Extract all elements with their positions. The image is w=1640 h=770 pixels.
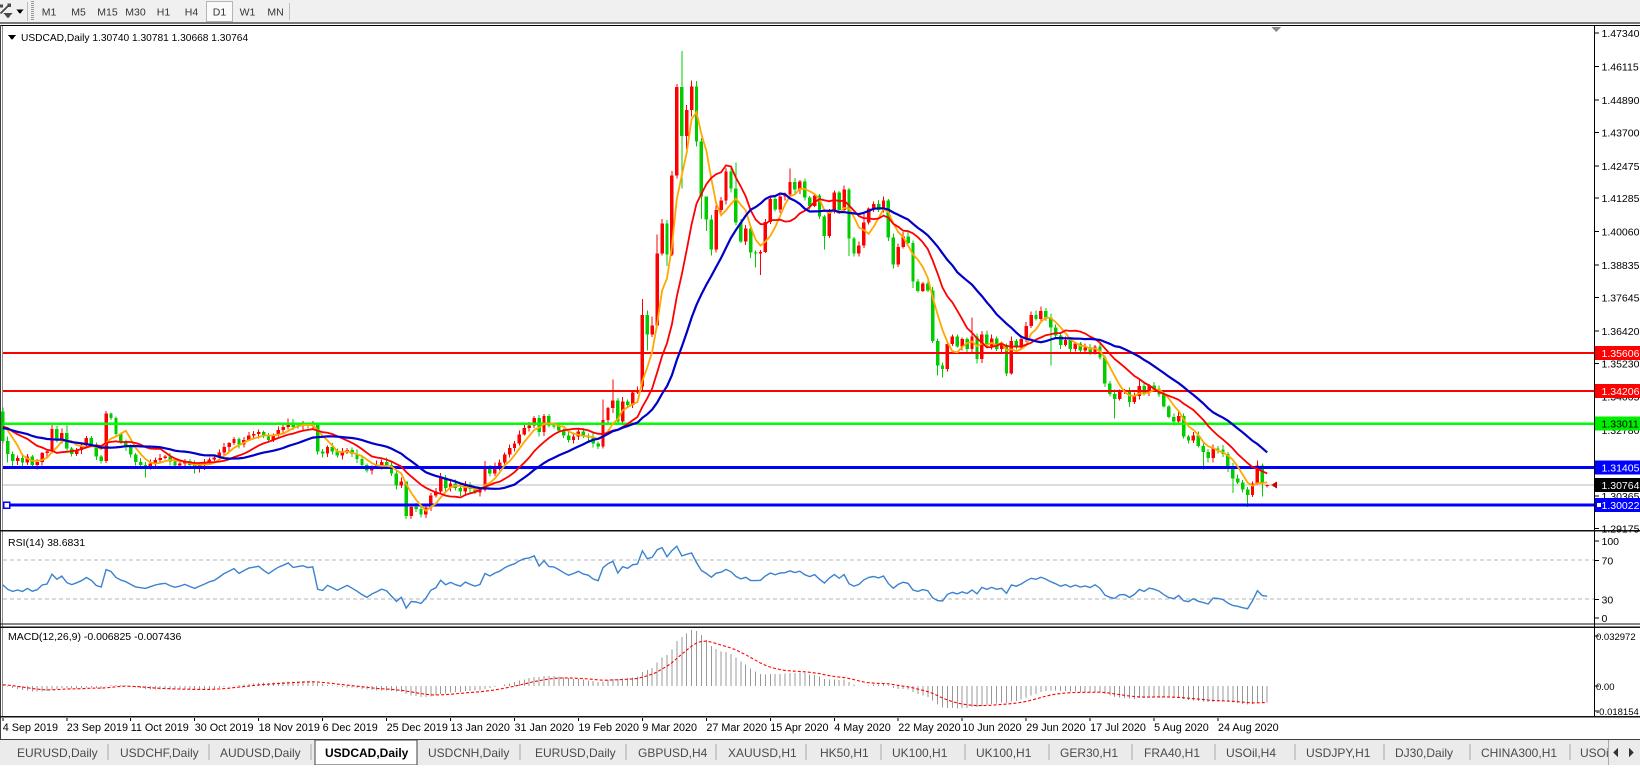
svg-text:24 Aug 2020: 24 Aug 2020 [1218, 722, 1279, 734]
svg-text:1.38835: 1.38835 [1602, 260, 1640, 272]
svg-text:19 Feb 2020: 19 Feb 2020 [578, 722, 639, 734]
svg-text:1.37645: 1.37645 [1602, 292, 1640, 304]
svg-text:27 Mar 2020: 27 Mar 2020 [706, 722, 767, 734]
svg-text:11 Oct 2019: 11 Oct 2019 [131, 722, 189, 734]
svg-text:23 Sep 2019: 23 Sep 2019 [67, 722, 128, 734]
svg-text:18 Nov 2019: 18 Nov 2019 [259, 722, 320, 734]
svg-text:1.47340: 1.47340 [1602, 28, 1640, 40]
svg-text:EURUSD,Daily: EURUSD,Daily [17, 746, 98, 760]
svg-text:100: 100 [1602, 536, 1620, 548]
svg-text:1.35606: 1.35606 [1602, 348, 1640, 360]
svg-text:USOil,H4: USOil,H4 [1226, 746, 1276, 760]
svg-text:M15: M15 [97, 7, 118, 19]
svg-text:USDCAD,Daily 1.30740 1.30781: USDCAD,Daily 1.30740 1.30781 1.30668 1.3… [21, 33, 248, 44]
svg-text:RSI(14) 38.6831: RSI(14) 38.6831 [8, 537, 85, 549]
svg-text:H1: H1 [157, 7, 171, 19]
svg-text:1.30764: 1.30764 [1602, 480, 1640, 492]
svg-text:22 May 2020: 22 May 2020 [898, 722, 960, 734]
svg-text:1.41285: 1.41285 [1602, 193, 1640, 205]
svg-text:GER30,H1: GER30,H1 [1060, 746, 1118, 760]
svg-text:USDCHF,Daily: USDCHF,Daily [120, 746, 199, 760]
svg-text:31 Jan 2020: 31 Jan 2020 [515, 722, 574, 734]
svg-text:HK50,H1: HK50,H1 [820, 746, 869, 760]
svg-text:1.34206: 1.34206 [1602, 386, 1640, 398]
svg-text:CHINA300,H1: CHINA300,H1 [1481, 746, 1557, 760]
svg-text:UK100,H1: UK100,H1 [976, 746, 1032, 760]
svg-text:1.35230: 1.35230 [1602, 358, 1640, 370]
svg-text:FRA40,H1: FRA40,H1 [1144, 746, 1200, 760]
svg-text:0.00: 0.00 [1596, 682, 1615, 693]
svg-text:M5: M5 [71, 7, 86, 19]
svg-text:GBPUSD,H4: GBPUSD,H4 [638, 746, 708, 760]
svg-text:DJ30,Daily: DJ30,Daily [1395, 746, 1453, 760]
svg-text:15 Apr 2020: 15 Apr 2020 [770, 722, 828, 734]
svg-text:4 Sep 2019: 4 Sep 2019 [3, 722, 58, 734]
svg-text:1.40060: 1.40060 [1602, 227, 1640, 239]
svg-text:1.44890: 1.44890 [1602, 95, 1640, 107]
svg-text:XAUUSD,H1: XAUUSD,H1 [728, 746, 797, 760]
svg-text:1.30022: 1.30022 [1602, 500, 1640, 512]
svg-text:13 Jan 2020: 13 Jan 2020 [451, 722, 510, 734]
svg-text:70: 70 [1602, 555, 1614, 567]
svg-text:AUDUSD,Daily: AUDUSD,Daily [220, 746, 301, 760]
svg-text:MN: MN [267, 7, 283, 19]
svg-text:25 Dec 2019: 25 Dec 2019 [387, 722, 448, 734]
svg-text:USDCNH,Daily: USDCNH,Daily [428, 746, 509, 760]
svg-text:10 Jun 2020: 10 Jun 2020 [962, 722, 1021, 734]
svg-text:1.42475: 1.42475 [1602, 161, 1640, 173]
svg-text:D1: D1 [213, 7, 227, 19]
svg-text:MACD(12,26,9) -0.006825 -0.007: MACD(12,26,9) -0.006825 -0.007436 [8, 631, 182, 643]
svg-text:6 Dec 2019: 6 Dec 2019 [323, 722, 378, 734]
svg-text:0: 0 [1602, 613, 1608, 625]
svg-text:29 Jun 2020: 29 Jun 2020 [1026, 722, 1085, 734]
svg-text:30: 30 [1602, 594, 1614, 606]
svg-text:4 May 2020: 4 May 2020 [834, 722, 890, 734]
svg-text:-0.018154: -0.018154 [1596, 707, 1639, 718]
svg-text:EURUSD,Daily: EURUSD,Daily [535, 746, 616, 760]
svg-text:UK100,H1: UK100,H1 [892, 746, 948, 760]
svg-text:1.29175: 1.29175 [1602, 523, 1640, 535]
svg-text:1.36420: 1.36420 [1602, 326, 1640, 338]
svg-text:1.31405: 1.31405 [1602, 463, 1640, 475]
svg-text:0.032972: 0.032972 [1596, 632, 1636, 643]
svg-text:5 Aug 2020: 5 Aug 2020 [1154, 722, 1209, 734]
svg-text:1.43700: 1.43700 [1602, 127, 1640, 139]
svg-text:1.33011: 1.33011 [1602, 419, 1639, 431]
svg-text:M30: M30 [125, 7, 146, 19]
svg-text:30 Oct 2019: 30 Oct 2019 [195, 722, 254, 734]
svg-text:17 Jul 2020: 17 Jul 2020 [1090, 722, 1146, 734]
svg-text:1.46115: 1.46115 [1602, 62, 1639, 74]
svg-text:H4: H4 [185, 7, 199, 19]
svg-text:USDJPY,H1: USDJPY,H1 [1306, 746, 1371, 760]
svg-text:W1: W1 [240, 7, 256, 19]
svg-text:M1: M1 [42, 7, 57, 19]
svg-text:USDCAD,Daily: USDCAD,Daily [325, 746, 409, 760]
svg-text:9 Mar 2020: 9 Mar 2020 [642, 722, 697, 734]
